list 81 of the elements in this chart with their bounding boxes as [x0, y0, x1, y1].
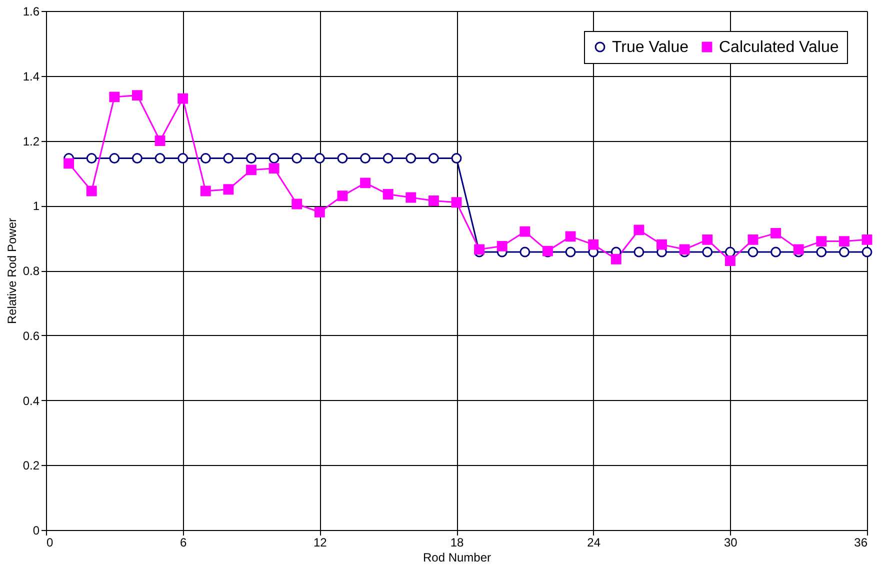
point [246, 164, 256, 176]
point [314, 153, 325, 164]
y-tick-label: 1.4 [22, 69, 40, 84]
point [268, 163, 280, 174]
point [178, 153, 188, 164]
point [64, 158, 74, 169]
point [200, 153, 211, 164]
y-tick-label: 0 [32, 524, 40, 538]
point [451, 197, 462, 208]
point [382, 189, 394, 200]
point [565, 231, 576, 242]
point [292, 198, 302, 210]
point [314, 206, 325, 218]
point [862, 234, 872, 245]
point [360, 153, 370, 164]
point [862, 246, 872, 258]
legend-label: True Value [612, 39, 689, 56]
point [748, 246, 758, 258]
point [268, 153, 280, 164]
y-tick-label: 0.2 [22, 458, 40, 473]
x-tick-label: 0 [46, 536, 54, 550]
point [451, 153, 462, 164]
y-tick-label: 1.6 [22, 4, 40, 18]
point [223, 153, 234, 164]
point [634, 246, 644, 258]
y-tick-label: 0.4 [22, 394, 40, 408]
point [382, 153, 394, 164]
point [656, 239, 667, 250]
point [748, 234, 758, 245]
point [793, 244, 804, 255]
y-tick-label: 0.6 [22, 328, 40, 343]
point [428, 196, 439, 206]
point [770, 228, 781, 238]
y-tick-label: 0.8 [22, 264, 40, 278]
point [223, 184, 234, 195]
point [770, 246, 781, 258]
point [178, 93, 188, 104]
point [838, 246, 850, 258]
point [337, 190, 348, 202]
point [154, 136, 166, 146]
point [610, 254, 622, 264]
point [724, 256, 736, 266]
point [246, 153, 256, 164]
point [86, 153, 97, 164]
x-tick-label: 18 [450, 536, 464, 550]
point [702, 234, 713, 245]
point [109, 92, 120, 102]
point [86, 186, 97, 196]
point [520, 226, 530, 237]
point [474, 244, 485, 255]
point [360, 178, 370, 188]
x-tick-label: 36 [854, 536, 868, 550]
x-tick-label: 12 [313, 536, 328, 550]
point [132, 153, 142, 164]
y-axis-title: Relative Rod Power [4, 218, 19, 324]
point [292, 153, 302, 164]
x-tick-label: 6 [180, 536, 187, 550]
x-axis-title: Rod Number [422, 550, 492, 564]
point [679, 244, 690, 255]
point [816, 246, 827, 258]
point [200, 186, 211, 196]
point [337, 153, 348, 164]
point [428, 153, 439, 164]
x-tick-label: 24 [587, 536, 601, 550]
point [406, 153, 416, 164]
point [109, 153, 120, 164]
point [406, 192, 416, 203]
point [634, 224, 644, 236]
y-tick-label: 1.2 [22, 134, 40, 148]
point [838, 236, 850, 247]
point [588, 239, 599, 250]
point [132, 90, 142, 101]
point [702, 246, 713, 258]
point [154, 153, 166, 164]
legend-label: Calculated Value [719, 39, 839, 56]
point [816, 236, 827, 247]
point [520, 246, 530, 258]
y-tick-label: 1 [32, 199, 40, 214]
x-tick-label: 30 [724, 536, 738, 550]
point [565, 246, 576, 258]
point [496, 240, 508, 252]
